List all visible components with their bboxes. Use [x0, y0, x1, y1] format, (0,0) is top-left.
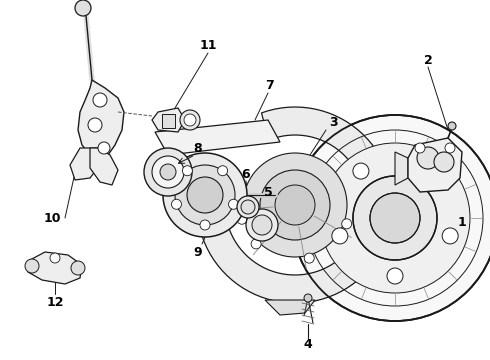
- Polygon shape: [90, 148, 118, 185]
- Polygon shape: [28, 252, 82, 284]
- Text: 7: 7: [266, 78, 274, 91]
- Circle shape: [251, 239, 261, 249]
- Circle shape: [448, 122, 456, 130]
- Polygon shape: [408, 138, 462, 192]
- Circle shape: [172, 199, 181, 209]
- Circle shape: [175, 165, 235, 225]
- Circle shape: [163, 153, 247, 237]
- Polygon shape: [70, 148, 100, 180]
- Circle shape: [320, 143, 470, 293]
- Text: 2: 2: [424, 54, 432, 67]
- Circle shape: [353, 176, 437, 260]
- Circle shape: [93, 93, 107, 107]
- Circle shape: [25, 259, 39, 273]
- Circle shape: [417, 147, 439, 169]
- Circle shape: [184, 114, 196, 126]
- Circle shape: [98, 142, 110, 154]
- Polygon shape: [265, 300, 315, 315]
- Text: 8: 8: [194, 141, 202, 154]
- Polygon shape: [78, 80, 124, 160]
- Circle shape: [304, 294, 312, 302]
- Circle shape: [252, 215, 272, 235]
- Circle shape: [445, 143, 455, 153]
- Circle shape: [241, 200, 255, 214]
- Circle shape: [260, 170, 330, 240]
- Circle shape: [442, 228, 458, 244]
- Text: 1: 1: [458, 216, 466, 229]
- Circle shape: [421, 163, 437, 179]
- Circle shape: [88, 118, 102, 132]
- Text: 6: 6: [242, 167, 250, 180]
- Circle shape: [237, 196, 259, 218]
- Circle shape: [292, 115, 490, 321]
- Circle shape: [370, 193, 420, 243]
- Text: 12: 12: [46, 296, 64, 309]
- Circle shape: [152, 156, 184, 188]
- Circle shape: [144, 148, 192, 196]
- Circle shape: [415, 143, 425, 153]
- Text: 5: 5: [264, 185, 272, 198]
- Polygon shape: [155, 120, 280, 155]
- Circle shape: [434, 152, 454, 172]
- Text: 10: 10: [43, 212, 61, 225]
- Circle shape: [160, 164, 176, 180]
- Circle shape: [304, 253, 314, 263]
- Circle shape: [75, 0, 91, 16]
- Polygon shape: [152, 108, 185, 132]
- Circle shape: [243, 153, 347, 257]
- Circle shape: [228, 199, 239, 209]
- Circle shape: [182, 166, 193, 176]
- Circle shape: [353, 163, 369, 179]
- Circle shape: [237, 214, 247, 224]
- Polygon shape: [162, 114, 175, 128]
- Text: 11: 11: [199, 39, 217, 51]
- Circle shape: [71, 261, 85, 275]
- Polygon shape: [197, 107, 393, 303]
- Circle shape: [50, 253, 60, 263]
- Polygon shape: [395, 152, 408, 185]
- Circle shape: [275, 185, 315, 225]
- Circle shape: [342, 219, 352, 229]
- Circle shape: [246, 209, 278, 241]
- Circle shape: [200, 220, 210, 230]
- Circle shape: [180, 110, 200, 130]
- Text: 4: 4: [304, 338, 313, 351]
- Circle shape: [218, 166, 228, 176]
- Circle shape: [187, 177, 223, 213]
- Circle shape: [387, 268, 403, 284]
- Text: 3: 3: [330, 116, 338, 129]
- Circle shape: [332, 228, 348, 244]
- Text: 9: 9: [194, 246, 202, 258]
